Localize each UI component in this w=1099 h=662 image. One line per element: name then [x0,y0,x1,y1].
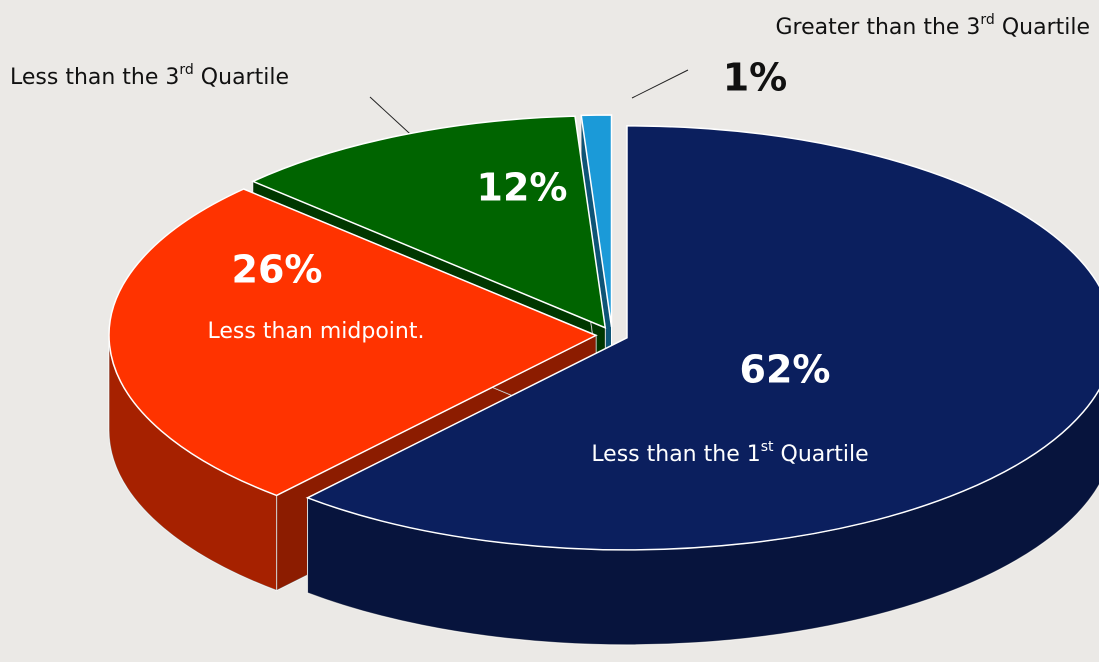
leader-line [631,69,689,99]
value-label: 26% [232,248,323,292]
value-label: 1% [723,56,788,100]
slice-wall-shade [109,335,277,591]
slice-top [305,125,1099,551]
category-label: Less than midpoint. [208,319,425,344]
category-label: Less than the 3rd Quartile [10,62,289,90]
slice [305,125,1099,646]
slice-wall-shade [307,389,1099,645]
value-label: 12% [477,166,568,210]
slice-top [580,114,613,328]
category-label: Greater than the 3rd Quartile [776,12,1091,40]
slice-top [108,188,598,497]
category-label: Less than the 1st Quartile [591,439,868,467]
slice-top [251,115,607,329]
value-label: 62% [740,348,831,392]
